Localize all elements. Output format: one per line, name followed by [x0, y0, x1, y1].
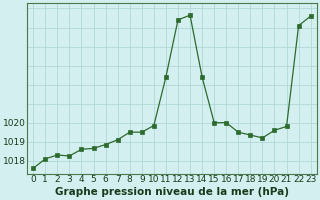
X-axis label: Graphe pression niveau de la mer (hPa): Graphe pression niveau de la mer (hPa) [55, 187, 289, 197]
